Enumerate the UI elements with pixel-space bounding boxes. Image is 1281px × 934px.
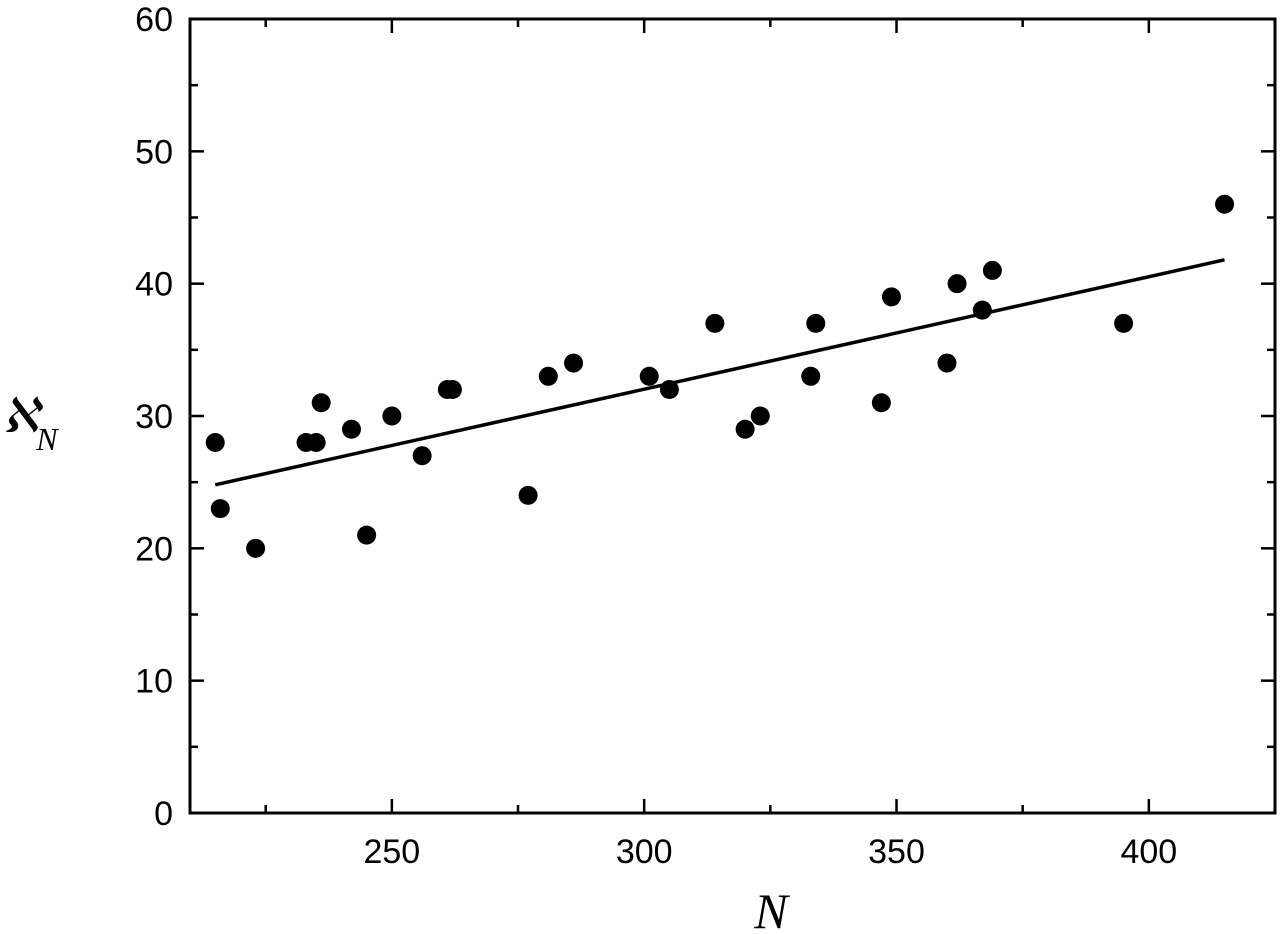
data-point xyxy=(518,485,538,505)
y-tick-label: 40 xyxy=(135,266,173,304)
data-point xyxy=(564,353,584,373)
data-point xyxy=(750,406,770,426)
data-point xyxy=(639,366,659,386)
data-point xyxy=(947,274,967,294)
y-tick-label: 30 xyxy=(135,398,173,436)
y-axis-label-main: ℵ xyxy=(2,390,43,443)
data-point xyxy=(659,380,679,400)
fit-line xyxy=(214,258,1225,487)
data-point xyxy=(306,432,326,452)
data-point xyxy=(341,419,361,439)
y-tick-label: 10 xyxy=(135,663,173,701)
data-point xyxy=(972,300,992,320)
data-point xyxy=(205,432,225,452)
data-point xyxy=(442,380,462,400)
data-point xyxy=(982,260,1002,280)
y-axis-label-subscript: N xyxy=(35,421,59,457)
data-point xyxy=(705,313,725,333)
data-point xyxy=(937,353,957,373)
data-point xyxy=(1114,313,1134,333)
y-axis-label: ℵN xyxy=(2,390,59,457)
y-tick-label: 20 xyxy=(135,530,173,568)
y-tick-labels: 0 10 20 30 40 50 60 xyxy=(135,1,173,833)
data-point xyxy=(382,406,402,426)
x-axis-label: N xyxy=(753,883,790,934)
x-tick-label: 300 xyxy=(616,833,673,871)
data-point xyxy=(806,313,826,333)
plot-frame xyxy=(188,17,1277,815)
y-tick-label: 60 xyxy=(135,1,173,39)
data-point xyxy=(1215,194,1235,214)
y-tick-label: 0 xyxy=(154,795,173,833)
data-point xyxy=(735,419,755,439)
x-tick-labels: 250 300 350 400 xyxy=(363,833,1177,871)
data-point xyxy=(881,287,901,307)
data-point xyxy=(538,366,558,386)
data-point xyxy=(311,393,331,413)
x-tick-label: 350 xyxy=(868,833,925,871)
data-point xyxy=(412,446,432,466)
y-tick-label: 50 xyxy=(135,133,173,171)
x-tick-label: 400 xyxy=(1120,833,1177,871)
data-point xyxy=(871,393,891,413)
data-point xyxy=(801,366,821,386)
data-layer xyxy=(205,194,1235,558)
axis-ticks xyxy=(190,17,1275,815)
x-tick-label: 250 xyxy=(363,833,420,871)
data-point xyxy=(246,538,266,558)
data-point xyxy=(357,525,377,545)
data-point xyxy=(210,499,230,519)
